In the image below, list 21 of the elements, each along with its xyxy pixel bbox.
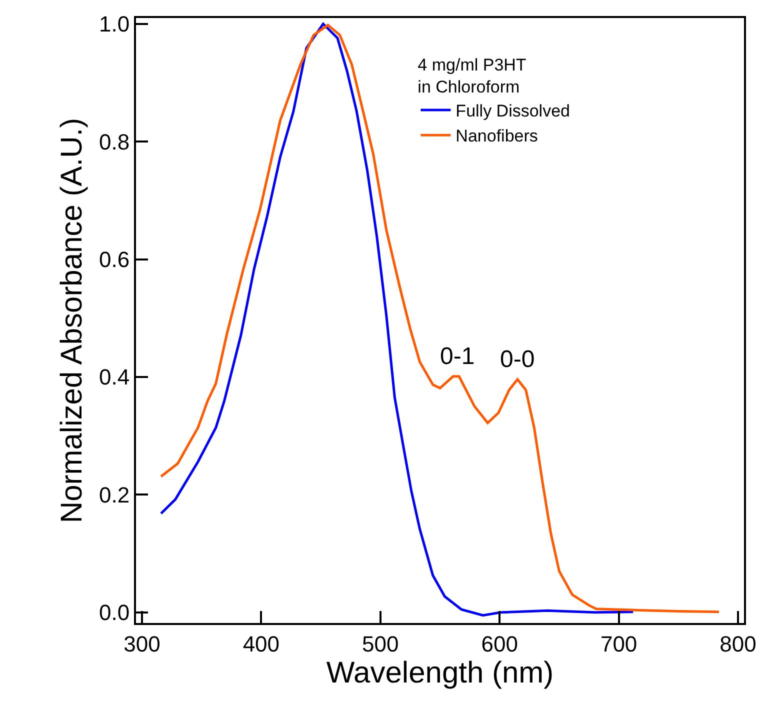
x-tick-label: 400 <box>242 631 280 656</box>
line-series <box>160 22 634 617</box>
y-tick-label: 0.4 <box>99 364 130 390</box>
legend-label: Fully Dissolved <box>456 102 570 121</box>
x-tick-label: 500 <box>362 631 399 656</box>
x-tick-label: 800 <box>720 631 756 656</box>
x-tick-label: 300 <box>124 631 160 656</box>
y-tick-label: 1.0 <box>99 12 130 37</box>
x-axis-title: Wavelength (nm) <box>326 656 554 690</box>
y-tick-label: 0.2 <box>99 482 130 508</box>
annotation: 0-0 <box>500 346 535 373</box>
y-tick-label: 0.0 <box>99 600 130 626</box>
x-tick-label: 700 <box>600 631 638 656</box>
y-tick-label: 0.6 <box>99 246 130 272</box>
annotation: 0-1 <box>440 343 475 370</box>
legend-label: Nanofibers <box>456 126 538 146</box>
x-tick-label: 600 <box>481 631 518 656</box>
y-tick-label: 0.8 <box>99 129 130 154</box>
legend-title: 4 mg/ml P3HT in Chloroform <box>418 55 526 96</box>
line-series <box>160 24 720 614</box>
y-axis-title: Normalized Absorbance (A.U.) <box>56 118 89 524</box>
